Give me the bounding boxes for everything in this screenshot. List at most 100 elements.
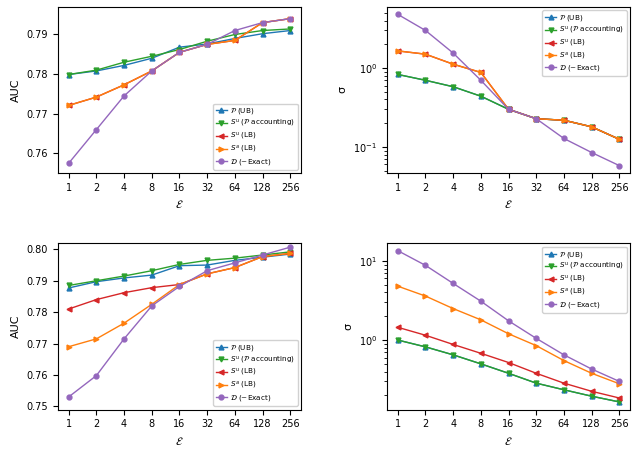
$\mathcal{D}$ (~Exact) [65,394,72,400]
Line: $\mathcal{P}$ (UB): $\mathcal{P}$ (UB) [396,72,621,142]
$\mathit{S}^{u}$ ($\mathcal{P}$ accounting) [616,399,623,405]
$\mathit{S}^{u}$ ($\mathcal{P}$ accounting) [588,393,595,399]
Legend: $\mathcal{P}$ (UB), $\mathit{S}^{u}$ ($\mathcal{P}$ accounting), $\mathit{S}^{u}: $\mathcal{P}$ (UB), $\mathit{S}^{u}$ ($\… [213,104,298,170]
$\mathit{S}^{u}$ (LB) [259,20,266,25]
$\mathit{S}^{u}$ ($\mathcal{P}$ accounting) [120,273,128,279]
$\mathit{S}^{u}$ (LB) [120,82,128,87]
$\mathcal{P}$ (UB) [449,352,457,358]
$\mathit{S}^{a}$ (LB) [259,20,266,25]
$\mathcal{P}$ (UB) [175,263,183,268]
Y-axis label: σ: σ [343,323,353,330]
$\mathit{S}^{u}$ (LB) [532,116,540,122]
$\mathcal{D}$ (~Exact) [532,116,540,122]
$\mathit{S}^{a}$ (LB) [394,284,401,289]
Legend: $\mathcal{P}$ (UB), $\mathit{S}^{u}$ ($\mathcal{P}$ accounting), $\mathit{S}^{u}: $\mathcal{P}$ (UB), $\mathit{S}^{u}$ ($\… [213,340,298,406]
$\mathit{S}^{u}$ (LB) [588,389,595,394]
$\mathit{S}^{u}$ (LB) [560,380,568,386]
$\mathit{S}^{u}$ (LB) [477,351,484,356]
$\mathit{S}^{a}$ (LB) [449,306,457,311]
$\mathit{S}^{u}$ ($\mathcal{P}$ accounting) [231,256,239,261]
$\mathcal{D}$ (~Exact) [231,260,239,265]
$\mathit{S}^{a}$ (LB) [422,293,429,299]
$\mathit{S}^{u}$ ($\mathcal{P}$ accounting) [175,47,183,52]
$\mathit{S}^{u}$ ($\mathcal{P}$ accounting) [422,77,429,83]
$\mathit{S}^{u}$ (LB) [505,360,513,365]
$\mathcal{P}$ (UB) [532,116,540,122]
$\mathit{S}^{u}$ ($\mathcal{P}$ accounting) [93,68,100,73]
$\mathcal{D}$ (~Exact) [148,68,156,74]
$\mathit{S}^{a}$ (LB) [175,50,183,55]
$\mathcal{P}$ (UB) [120,63,128,68]
$\mathcal{P}$ (UB) [616,137,623,142]
$\mathcal{P}$ (UB) [93,279,100,284]
$\mathit{S}^{u}$ ($\mathcal{P}$ accounting) [477,94,484,99]
Line: $\mathit{S}^{a}$ (LB): $\mathit{S}^{a}$ (LB) [67,251,292,349]
$\mathcal{D}$ (~Exact) [477,77,484,83]
$\mathit{S}^{u}$ ($\mathcal{P}$ accounting) [259,28,266,33]
Line: $\mathit{S}^{u}$ (LB): $\mathit{S}^{u}$ (LB) [396,325,621,400]
$\mathit{S}^{u}$ ($\mathcal{P}$ accounting) [204,39,211,44]
$\mathit{S}^{a}$ (LB) [616,381,623,387]
$\mathit{S}^{a}$ (LB) [93,94,100,100]
$\mathit{S}^{a}$ (LB) [120,82,128,87]
$\mathit{S}^{a}$ (LB) [505,107,513,112]
$\mathcal{P}$ (UB) [175,45,183,50]
$\mathit{S}^{a}$ (LB) [65,103,72,108]
$\mathcal{P}$ (UB) [394,72,401,77]
$\mathcal{P}$ (UB) [231,258,239,263]
$\mathit{S}^{u}$ (LB) [65,103,72,108]
$\mathcal{P}$ (UB) [148,272,156,278]
$\mathit{S}^{u}$ ($\mathcal{P}$ accounting) [148,268,156,274]
Line: $\mathit{S}^{u}$ ($\mathcal{P}$ accounting): $\mathit{S}^{u}$ ($\mathcal{P}$ accounti… [67,27,292,77]
$\mathit{S}^{u}$ ($\mathcal{P}$ accounting) [120,59,128,65]
$\mathcal{D}$ (~Exact) [616,379,623,384]
Y-axis label: AUC: AUC [11,315,20,338]
$\mathit{S}^{u}$ (LB) [588,124,595,130]
$\mathcal{P}$ (UB) [259,31,266,36]
$\mathit{S}^{a}$ (LB) [287,251,294,256]
X-axis label: $\mathcal{E}$: $\mathcal{E}$ [504,198,513,211]
Line: $\mathcal{D}$ (~Exact): $\mathcal{D}$ (~Exact) [67,16,292,166]
$\mathcal{P}$ (UB) [477,94,484,99]
$\mathit{S}^{a}$ (LB) [148,68,156,74]
$\mathcal{P}$ (UB) [287,252,294,257]
$\mathcal{P}$ (UB) [422,344,429,350]
X-axis label: $\mathcal{E}$: $\mathcal{E}$ [175,198,184,211]
$\mathit{S}^{u}$ ($\mathcal{P}$ accounting) [505,371,513,376]
$\mathit{S}^{u}$ (LB) [93,94,100,100]
$\mathit{S}^{a}$ (LB) [588,124,595,130]
$\mathcal{D}$ (~Exact) [588,366,595,372]
$\mathit{S}^{a}$ (LB) [560,117,568,123]
Legend: $\mathcal{P}$ (UB), $\mathit{S}^{u}$ ($\mathcal{P}$ accounting), $\mathit{S}^{u}: $\mathcal{P}$ (UB), $\mathit{S}^{u}$ ($\… [542,10,627,76]
$\mathcal{D}$ (~Exact) [394,12,401,17]
$\mathcal{D}$ (~Exact) [204,42,211,47]
Line: $\mathit{S}^{a}$ (LB): $\mathit{S}^{a}$ (LB) [67,16,292,108]
$\mathcal{D}$ (~Exact) [532,336,540,341]
$\mathit{S}^{u}$ ($\mathcal{P}$ accounting) [422,344,429,350]
Line: $\mathit{S}^{a}$ (LB): $\mathit{S}^{a}$ (LB) [396,49,621,142]
$\mathcal{P}$ (UB) [505,107,513,112]
Line: $\mathit{S}^{u}$ (LB): $\mathit{S}^{u}$ (LB) [67,16,292,108]
$\mathit{S}^{u}$ ($\mathcal{P}$ accounting) [588,124,595,130]
$\mathit{S}^{a}$ (LB) [93,336,100,342]
$\mathcal{P}$ (UB) [120,275,128,281]
$\mathcal{P}$ (UB) [93,68,100,74]
$\mathit{S}^{u}$ ($\mathcal{P}$ accounting) [148,54,156,59]
$\mathcal{P}$ (UB) [560,117,568,123]
$\mathcal{D}$ (~Exact) [287,244,294,250]
$\mathcal{P}$ (UB) [422,77,429,83]
$\mathcal{D}$ (~Exact) [120,336,128,342]
Legend: $\mathcal{P}$ (UB), $\mathit{S}^{u}$ ($\mathcal{P}$ accounting), $\mathit{S}^{u}: $\mathcal{P}$ (UB), $\mathit{S}^{u}$ ($\… [542,247,627,313]
$\mathit{S}^{u}$ (LB) [394,48,401,54]
$\mathit{S}^{u}$ ($\mathcal{P}$ accounting) [477,361,484,367]
$\mathit{S}^{u}$ ($\mathcal{P}$ accounting) [65,283,72,288]
$\mathcal{D}$ (~Exact) [259,252,266,258]
$\mathcal{P}$ (UB) [287,28,294,33]
$\mathit{S}^{u}$ (LB) [422,333,429,338]
$\mathit{S}^{u}$ (LB) [560,117,568,123]
$\mathit{S}^{u}$ (LB) [477,70,484,75]
$\mathit{S}^{a}$ (LB) [588,371,595,376]
$\mathcal{D}$ (~Exact) [175,50,183,55]
$\mathit{S}^{u}$ ($\mathcal{P}$ accounting) [616,137,623,142]
$\mathit{S}^{a}$ (LB) [477,70,484,75]
